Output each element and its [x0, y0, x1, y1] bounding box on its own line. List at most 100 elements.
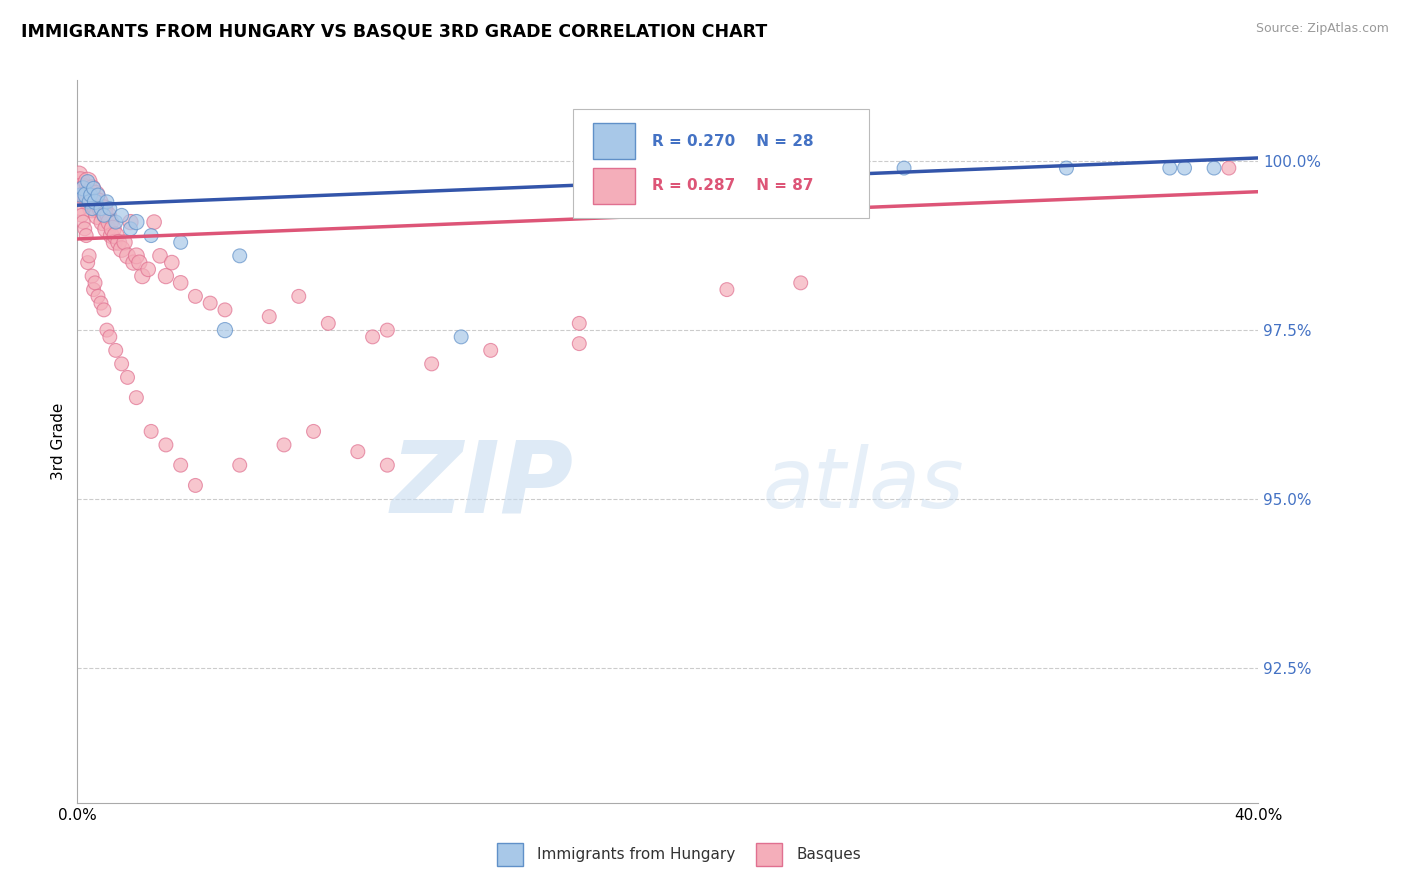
Point — [72, 188, 94, 202]
Point — [117, 370, 139, 384]
Point — [302, 425, 325, 439]
Point — [214, 302, 236, 317]
Point — [1159, 161, 1181, 175]
Text: IMMIGRANTS FROM HUNGARY VS BASQUE 3RD GRADE CORRELATION CHART: IMMIGRANTS FROM HUNGARY VS BASQUE 3RD GR… — [21, 22, 768, 40]
Point — [73, 222, 96, 236]
Point — [72, 215, 94, 229]
Point — [1174, 161, 1197, 175]
Point — [77, 194, 100, 209]
Point — [170, 235, 193, 250]
Point — [120, 215, 142, 229]
Point — [75, 188, 97, 202]
Point — [101, 222, 124, 236]
FancyBboxPatch shape — [574, 109, 869, 218]
Point — [170, 276, 193, 290]
Point — [114, 235, 136, 250]
Point — [93, 202, 115, 216]
Point — [377, 458, 399, 472]
Point — [90, 202, 112, 216]
Point — [90, 202, 112, 216]
Point — [104, 228, 127, 243]
Point — [288, 289, 311, 303]
Point — [136, 262, 159, 277]
Point — [96, 323, 118, 337]
Point — [141, 425, 163, 439]
Point — [1204, 161, 1226, 175]
Point — [72, 181, 94, 195]
Point — [70, 208, 93, 222]
Point — [100, 228, 122, 243]
Point — [76, 255, 98, 269]
Point — [82, 181, 104, 195]
Point — [122, 255, 145, 269]
Point — [91, 215, 114, 229]
Point — [82, 202, 104, 216]
Point — [318, 317, 340, 331]
Point — [98, 215, 121, 229]
Text: R = 0.287    N = 87: R = 0.287 N = 87 — [652, 178, 814, 194]
Point — [73, 181, 96, 195]
Point — [125, 391, 148, 405]
Point — [200, 296, 222, 310]
Point — [131, 269, 153, 284]
Point — [420, 357, 443, 371]
Point — [96, 194, 118, 209]
Point — [104, 215, 127, 229]
Point — [155, 269, 177, 284]
Point — [155, 438, 177, 452]
Point — [184, 478, 207, 492]
Text: Immigrants from Hungary: Immigrants from Hungary — [537, 847, 735, 863]
Point — [79, 188, 101, 202]
Point — [87, 289, 110, 303]
Y-axis label: 3rd Grade: 3rd Grade — [51, 403, 66, 480]
Point — [1056, 161, 1078, 175]
Text: ZIP: ZIP — [391, 436, 574, 533]
Point — [69, 188, 91, 202]
Point — [184, 289, 207, 303]
Point — [107, 235, 129, 250]
Point — [450, 330, 472, 344]
Point — [77, 194, 100, 209]
Point — [347, 444, 370, 458]
Point — [75, 228, 97, 243]
Point — [273, 438, 295, 452]
Text: atlas: atlas — [762, 444, 965, 525]
Text: Basques: Basques — [797, 847, 862, 863]
Point — [790, 276, 813, 290]
Point — [104, 343, 127, 358]
Point — [228, 249, 252, 263]
Point — [125, 215, 148, 229]
Point — [86, 202, 108, 216]
Point — [111, 357, 132, 371]
Point — [89, 194, 111, 209]
Point — [97, 208, 120, 222]
Point — [69, 202, 91, 216]
Point — [568, 317, 591, 331]
Point — [76, 175, 98, 189]
Point — [83, 283, 105, 297]
Point — [1218, 161, 1240, 175]
Point — [111, 242, 132, 256]
Point — [79, 188, 101, 202]
Point — [170, 458, 193, 472]
Point — [214, 323, 236, 337]
Point — [143, 215, 166, 229]
Point — [76, 175, 98, 189]
Point — [77, 249, 100, 263]
Point — [84, 188, 107, 202]
Point — [103, 235, 125, 250]
Point — [117, 249, 139, 263]
Bar — [756, 843, 782, 866]
Point — [84, 194, 107, 209]
Point — [141, 228, 163, 243]
Point — [82, 202, 104, 216]
Point — [377, 323, 399, 337]
Point — [90, 296, 112, 310]
Point — [361, 330, 384, 344]
Point — [70, 181, 93, 195]
Point — [120, 222, 142, 236]
Point — [125, 249, 148, 263]
Text: R = 0.270    N = 28: R = 0.270 N = 28 — [652, 134, 814, 149]
Point — [82, 269, 104, 284]
Point — [84, 276, 107, 290]
